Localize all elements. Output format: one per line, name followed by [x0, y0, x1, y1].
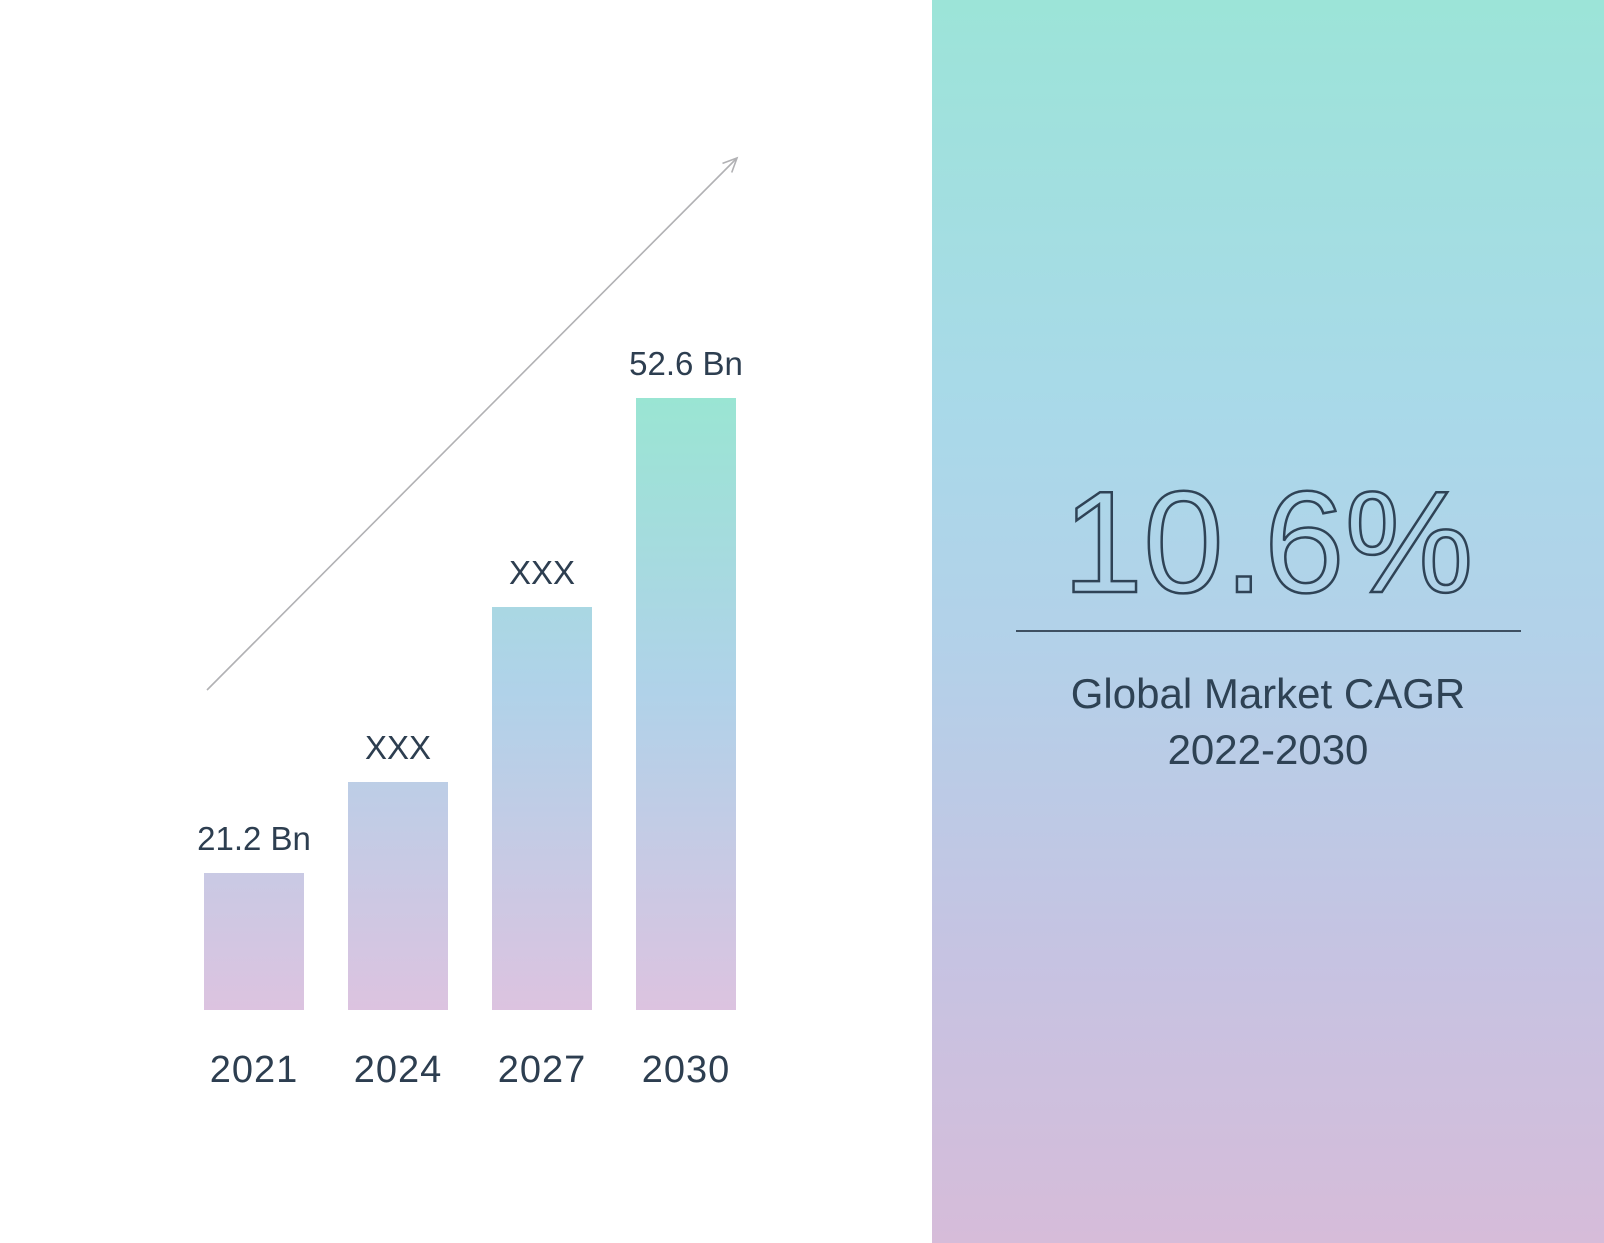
bar-value-label: 52.6 Bn — [629, 345, 743, 382]
bar-group-2024: XXX — [348, 728, 448, 1010]
bar-value-label: XXX — [508, 554, 576, 591]
cagr-value-text: 10.6% — [1063, 461, 1474, 620]
cagr-caption-line2: 2022-2030 — [1167, 726, 1369, 773]
x-axis-labels: 2021 2024 2027 2030 — [204, 1050, 736, 1090]
cagr-panel: 10.6% Global Market CAGR 2022-2030 — [932, 0, 1604, 1243]
cagr-caption: Global Market CAGR 2022-2030 — [932, 666, 1604, 778]
bar-group-2030: 52.6 Bn — [629, 344, 743, 1010]
bar-value-label: XXX — [364, 729, 432, 766]
bar-chart: 21.2 Bn XXX XXX 52.6 Bn 2021 2024 2027 2… — [197, 0, 743, 1090]
axis-label-2030: 2030 — [641, 1049, 731, 1091]
bar-2021 — [204, 873, 304, 1010]
bar-value-label: 21.2 Bn — [197, 820, 311, 857]
bar-2030 — [636, 398, 736, 1010]
bar-series: 21.2 Bn XXX XXX 52.6 Bn — [197, 0, 743, 1010]
axis-label-2024: 2024 — [353, 1049, 443, 1091]
bar-group-2027: XXX — [492, 553, 592, 1010]
divider — [1016, 630, 1521, 632]
axis-label-2027: 2027 — [497, 1049, 587, 1091]
trend-arrow-icon — [206, 156, 739, 691]
cagr-value-outline: 10.6% — [1061, 460, 1475, 620]
bar-2024 — [348, 782, 448, 1010]
axis-label-2021: 2021 — [209, 1049, 299, 1091]
bar-group-2021: 21.2 Bn — [197, 819, 311, 1010]
cagr-caption-line1: Global Market CAGR — [1070, 670, 1466, 717]
bar-2027 — [492, 607, 592, 1010]
